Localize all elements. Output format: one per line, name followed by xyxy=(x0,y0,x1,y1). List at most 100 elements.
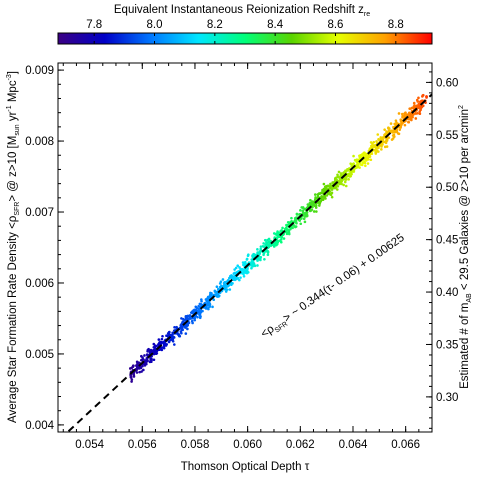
scatter-point xyxy=(339,178,343,182)
scatter-point xyxy=(173,343,176,346)
scatter-point xyxy=(314,204,318,207)
scatter-point xyxy=(130,378,134,381)
scatter-point xyxy=(199,310,203,313)
scatter-point xyxy=(403,123,407,127)
scatter-point xyxy=(205,302,209,306)
scatter-point xyxy=(258,252,261,255)
scatter-point xyxy=(352,154,355,158)
scatter-point xyxy=(139,366,143,370)
scatter-point xyxy=(196,309,200,313)
scatter-point xyxy=(337,170,341,174)
scatter-point xyxy=(136,366,139,370)
scatter-point xyxy=(342,171,345,175)
scatter-point xyxy=(290,216,293,220)
scatter-point xyxy=(352,168,356,172)
scatter-point xyxy=(397,112,401,115)
scatter-point xyxy=(236,264,240,268)
scatter-point xyxy=(379,136,383,139)
scatter-point xyxy=(400,112,404,116)
scatter-point xyxy=(314,206,318,209)
scatter-point xyxy=(179,330,183,333)
scatter-point xyxy=(391,137,395,140)
scatter-point xyxy=(322,182,326,186)
scatter-point xyxy=(329,184,333,188)
x-tick-label: 0.056 xyxy=(128,439,157,451)
scatter-point xyxy=(289,227,292,231)
scatter-point xyxy=(132,375,136,378)
colorbar-tick-label: 7.8 xyxy=(86,19,102,31)
scatter-point xyxy=(293,217,297,220)
scatter-point xyxy=(181,320,185,323)
scatter-point xyxy=(287,232,291,236)
scatter-point xyxy=(314,196,317,199)
scatter-point xyxy=(141,364,144,368)
scatter-point xyxy=(305,211,309,214)
scatter-point xyxy=(391,134,395,137)
y2-tick-label: 0.55 xyxy=(436,130,458,142)
scatter-point xyxy=(272,232,276,235)
scatter-point xyxy=(414,117,418,120)
scatter-point xyxy=(259,258,262,262)
scatter-point xyxy=(304,207,307,211)
scatter-point xyxy=(358,154,361,158)
y2-tick-label: 0.40 xyxy=(436,287,458,299)
scatter-point xyxy=(161,334,164,338)
scatter-point xyxy=(403,112,407,116)
x-axis-label: Thomson Optical Depth τ xyxy=(181,461,310,473)
scatter-point xyxy=(315,210,318,213)
scatter-point xyxy=(230,282,233,286)
colorbar-tick-label: 8.0 xyxy=(147,19,163,31)
scatter-point xyxy=(171,331,174,335)
scatter-point xyxy=(373,145,377,149)
scatter-point xyxy=(342,177,345,181)
scatter-point xyxy=(252,262,256,266)
scatter-point xyxy=(319,200,323,203)
scatter-point xyxy=(215,290,219,294)
scatter-point xyxy=(208,305,212,308)
scatter-point xyxy=(256,248,259,251)
y-left-label: Average Star Formation Rate Density <ρSF… xyxy=(6,71,21,423)
scatter-point xyxy=(366,162,370,165)
scatter-point xyxy=(143,354,146,357)
scatter-point xyxy=(338,177,342,180)
scatter-point xyxy=(240,268,244,271)
scatter-point xyxy=(366,156,369,160)
scatter-point xyxy=(391,131,394,134)
scatter-point xyxy=(186,314,190,318)
scatter-point xyxy=(262,242,265,245)
scatter-point xyxy=(234,266,238,270)
scatter-point xyxy=(256,259,259,262)
y-tick-label: 0.008 xyxy=(25,136,54,148)
scatter-point xyxy=(281,226,284,230)
scatter-point xyxy=(321,198,325,202)
scatter-point xyxy=(141,358,145,361)
scatter-point xyxy=(147,347,150,351)
x-tick-label: 0.060 xyxy=(233,439,262,451)
scatter-point xyxy=(333,186,337,190)
scatter-point xyxy=(418,110,421,113)
scatter-point xyxy=(272,245,276,248)
colorbar xyxy=(57,32,433,45)
scatter-point xyxy=(417,96,420,100)
y2-tick-label: 0.45 xyxy=(436,235,458,247)
scatter-point xyxy=(130,366,134,370)
scatter-point xyxy=(419,107,422,111)
scatter-point xyxy=(347,178,350,181)
scatter-point xyxy=(336,188,339,191)
scatter-point xyxy=(259,255,263,259)
scatter-point xyxy=(380,145,383,148)
scatter-point xyxy=(159,341,163,345)
scatter-point xyxy=(374,150,378,154)
scatter-point xyxy=(145,357,149,360)
scatter-point xyxy=(142,368,145,372)
scatter-point xyxy=(329,182,332,186)
scatter-point xyxy=(144,360,148,364)
scatter-point xyxy=(333,177,337,181)
scatter-point xyxy=(407,117,411,121)
scatter-point xyxy=(329,193,333,197)
scatter-point xyxy=(266,238,269,242)
scatter-point xyxy=(129,375,133,379)
scatter-point xyxy=(343,180,347,184)
y-tick-label: 0.004 xyxy=(25,420,54,432)
